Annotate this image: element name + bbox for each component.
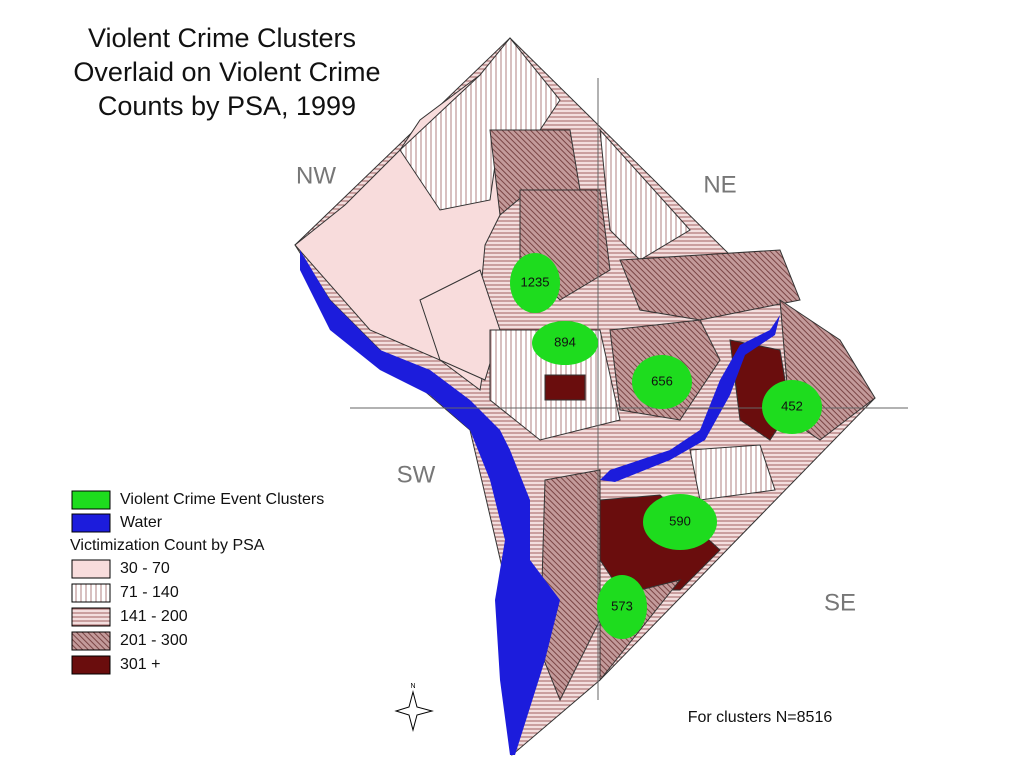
cluster-label: 1235 (521, 274, 550, 289)
north-label: N (410, 683, 415, 690)
legend-swatch (71, 490, 111, 510)
cluster (762, 380, 822, 434)
cluster (532, 321, 598, 365)
cluster-label: 656 (651, 373, 673, 388)
legend-swatch (71, 513, 111, 533)
legend-swatch (71, 655, 111, 675)
cluster (632, 355, 692, 409)
title-line: Violent Crime Clusters (88, 23, 356, 53)
quadrant-label: NE (703, 171, 736, 198)
legend-label: 201 - 300 (120, 632, 188, 649)
river (600, 315, 780, 482)
cluster-label: 573 (611, 598, 633, 613)
legend-swatch (71, 583, 111, 603)
title-line: Overlaid on Violent Crime (73, 57, 380, 87)
north-arrow (394, 690, 434, 732)
legend-heading: Victimization Count by PSA (70, 537, 265, 554)
river (300, 250, 560, 755)
legend-label: 141 - 200 (120, 608, 188, 625)
cluster (597, 575, 647, 639)
legend-label: Water (120, 514, 163, 531)
legend-label: 71 - 140 (120, 584, 179, 601)
legend-label: Violent Crime Event Clusters (120, 491, 324, 508)
psa-region (544, 374, 586, 401)
title-line: Counts by PSA, 1999 (98, 91, 356, 121)
psa-region (689, 444, 776, 501)
quadrant-label: SW (397, 461, 436, 488)
psa-region (619, 249, 801, 321)
note: For clusters N=8516 (688, 709, 833, 726)
cluster (643, 494, 717, 550)
quadrant-label: SE (824, 589, 856, 616)
cluster-label: 590 (669, 513, 691, 528)
legend-swatch (71, 631, 111, 651)
legend-swatch (71, 607, 111, 627)
legend-label: 30 - 70 (120, 560, 170, 577)
legend-label: 301 + (120, 656, 160, 673)
quadrant-label: NW (296, 162, 336, 189)
cluster (510, 253, 560, 313)
cluster-label: 452 (781, 398, 803, 413)
legend-swatch (71, 559, 111, 579)
cluster-label: 894 (554, 334, 576, 349)
